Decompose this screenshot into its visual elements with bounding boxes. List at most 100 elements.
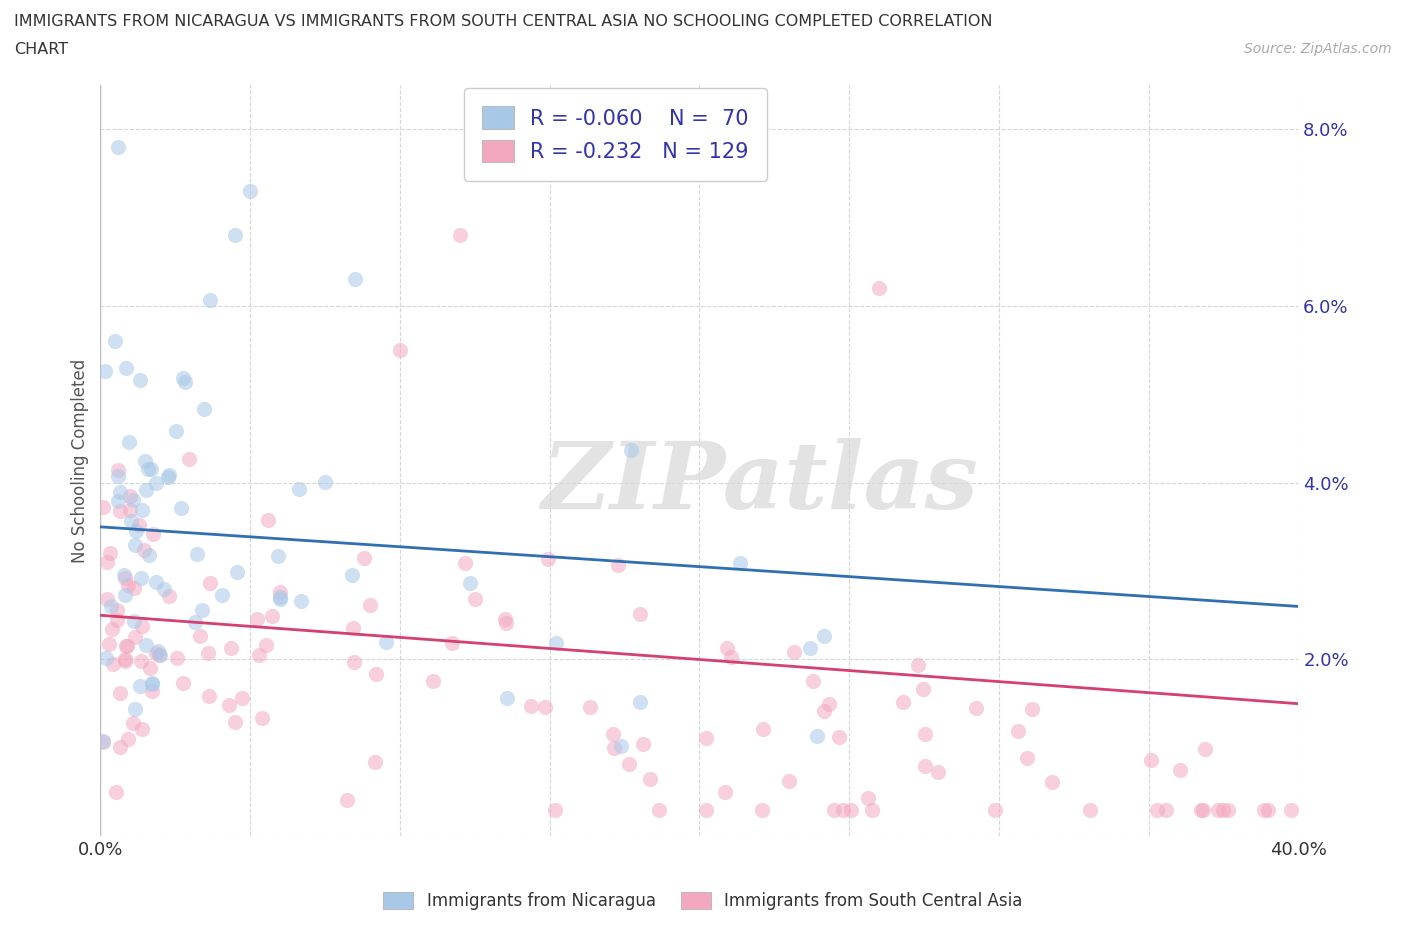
Point	[94, 650, 117, 665]
Point	[188, 629, 211, 644]
Point	[269, 591, 291, 606]
Point	[114, 651, 136, 666]
Point	[364, 667, 387, 682]
Point	[107, 462, 129, 477]
Point	[778, 774, 800, 789]
Point	[117, 732, 139, 747]
Point	[375, 634, 398, 649]
Point	[211, 587, 233, 602]
Point	[1168, 763, 1191, 777]
Point	[157, 468, 180, 483]
Point	[141, 684, 163, 698]
Point	[801, 673, 824, 688]
Point	[157, 470, 180, 485]
Point	[114, 571, 136, 586]
Point	[124, 538, 146, 552]
Point	[145, 645, 167, 660]
Point	[93, 735, 115, 750]
Text: ZIPatlas: ZIPatlas	[541, 438, 977, 528]
Point	[94, 364, 117, 379]
Point	[314, 474, 336, 489]
Point	[197, 645, 219, 660]
Point	[128, 517, 150, 532]
Point	[269, 584, 291, 599]
Point	[602, 740, 624, 755]
Point	[343, 272, 366, 286]
Point	[105, 612, 128, 627]
Point	[494, 612, 516, 627]
Point	[813, 703, 835, 718]
Point	[124, 630, 146, 644]
Point	[142, 526, 165, 541]
Point	[610, 738, 633, 753]
Point	[799, 640, 821, 655]
Point	[96, 591, 118, 606]
Point	[335, 792, 357, 807]
Point	[806, 728, 828, 743]
Text: Source: ZipAtlas.com: Source: ZipAtlas.com	[1244, 42, 1392, 56]
Point	[104, 785, 127, 800]
Point	[1040, 775, 1063, 790]
Point	[190, 603, 212, 618]
Point	[145, 575, 167, 590]
Point	[132, 542, 155, 557]
Point	[1194, 742, 1216, 757]
Point	[107, 140, 129, 154]
Point	[342, 621, 364, 636]
Point	[122, 581, 145, 596]
Point	[638, 772, 661, 787]
Point	[148, 643, 170, 658]
Point	[1212, 803, 1234, 817]
Point	[141, 677, 163, 692]
Point	[120, 514, 142, 529]
Point	[193, 402, 215, 417]
Point	[247, 647, 270, 662]
Point	[131, 503, 153, 518]
Point	[129, 373, 152, 388]
Point	[839, 803, 862, 817]
Point	[131, 721, 153, 736]
Point	[129, 654, 152, 669]
Point	[288, 482, 311, 497]
Point	[139, 461, 162, 476]
Point	[115, 639, 138, 654]
Point	[458, 576, 481, 591]
Point	[984, 803, 1007, 817]
Point	[818, 697, 841, 711]
Point	[122, 492, 145, 507]
Point	[364, 754, 387, 769]
Point	[224, 228, 246, 243]
Point	[134, 454, 156, 469]
Point	[1078, 803, 1101, 817]
Point	[1021, 701, 1043, 716]
Point	[342, 568, 364, 583]
Point	[965, 701, 987, 716]
Point	[858, 790, 880, 805]
Point	[695, 803, 717, 817]
Point	[197, 688, 219, 703]
Point	[290, 594, 312, 609]
Point	[1206, 803, 1229, 817]
Point	[131, 570, 153, 585]
Point	[104, 334, 127, 349]
Point	[138, 548, 160, 563]
Point	[135, 483, 157, 498]
Point	[108, 685, 131, 700]
Point	[546, 636, 568, 651]
Point	[441, 635, 464, 650]
Point	[172, 370, 194, 385]
Point	[927, 764, 949, 779]
Point	[198, 576, 221, 591]
Point	[832, 803, 855, 817]
Point	[607, 558, 630, 573]
Point	[751, 803, 773, 817]
Point	[1218, 803, 1240, 817]
Point	[219, 640, 242, 655]
Point	[543, 803, 565, 817]
Point	[254, 637, 277, 652]
Point	[262, 609, 284, 624]
Point	[630, 606, 652, 621]
Point	[117, 434, 139, 449]
Legend: R = -0.060    N =  70, R = -0.232   N = 129: R = -0.060 N = 70, R = -0.232 N = 129	[464, 87, 768, 181]
Point	[1279, 803, 1302, 817]
